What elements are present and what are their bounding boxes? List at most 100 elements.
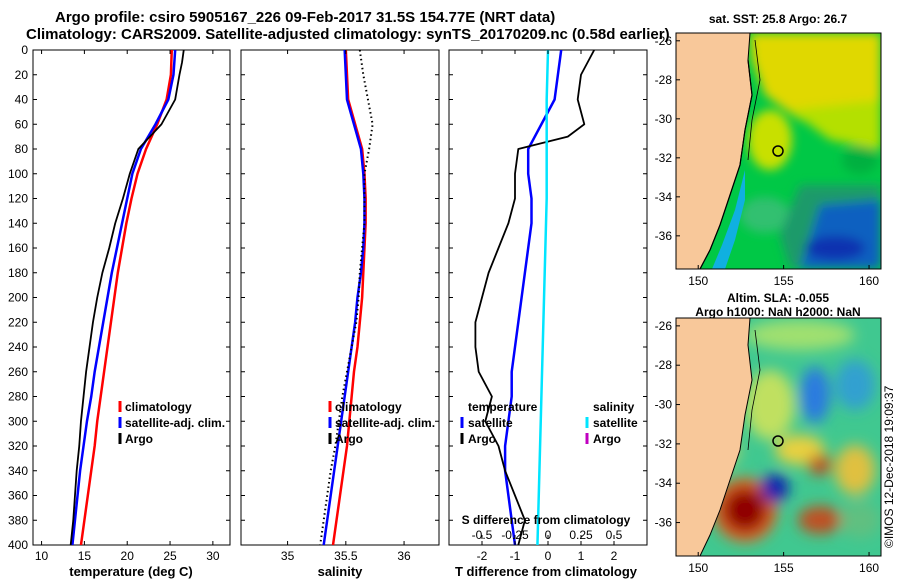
depth-tick-label: 380 — [8, 513, 28, 527]
sla-map-title-line1: Altim. SLA: -0.055 — [727, 291, 829, 305]
legend-t-argo: Argo — [468, 432, 496, 446]
x-tick-label: 30 — [206, 549, 220, 563]
sst-map — [676, 33, 881, 269]
s-axis-tick-label: -0.25 — [501, 528, 529, 542]
depth-tick-label: 180 — [8, 266, 28, 280]
map-lon-label: 160 — [859, 274, 879, 288]
legend-climatology-s: climatology — [335, 400, 402, 414]
map-lat-label: -32 — [655, 151, 673, 165]
temperature-xlabel: temperature (deg C) — [69, 564, 193, 579]
s-difference-label: S difference from climatology — [462, 513, 631, 527]
map-lat-label: -28 — [655, 358, 673, 372]
depth-tick-label: 320 — [8, 439, 28, 453]
figure-title-line2: Climatology: CARS2009. Satellite-adjuste… — [26, 26, 670, 43]
temperature-legend: climatology satellite-adj. clim. Argo — [118, 400, 225, 446]
depth-tick-label: 140 — [8, 216, 28, 230]
x-tick-label: 20 — [121, 549, 135, 563]
series-line-s-satellite — [536, 50, 550, 545]
legend-argo: Argo — [125, 432, 153, 446]
map-lat-label: -32 — [655, 437, 673, 451]
legend-climatology: climatology — [125, 400, 192, 414]
x-tick-label: 2 — [611, 549, 618, 563]
temperature-panel-frame — [32, 49, 231, 546]
salinity-legend: climatology satellite-adj. clim. Argo — [328, 400, 435, 446]
map-lat-label: -36 — [655, 229, 673, 243]
depth-tick-label: 400 — [8, 538, 28, 552]
depth-tick-label: 20 — [15, 68, 29, 82]
map-lat-label: -28 — [655, 73, 673, 87]
depth-tick-label: 40 — [15, 93, 29, 107]
legend-satellite-adj: satellite-adj. clim. — [125, 416, 225, 430]
map-lon-label: 155 — [774, 561, 794, 575]
difference-xlabel: T difference from climatology — [455, 564, 638, 579]
legend-temperature-header: temperature — [468, 400, 538, 414]
series-line-argo — [319, 50, 374, 545]
depth-tick-label: 60 — [15, 117, 29, 131]
series-line-t-argo — [474, 50, 595, 545]
x-tick-label: 1 — [578, 549, 585, 563]
map-lat-label: -26 — [655, 34, 673, 48]
s-axis-tick-label: 0.25 — [569, 528, 593, 542]
x-tick-label: 15 — [78, 549, 92, 563]
sla-map-title-line2: Argo h1000: NaN h2000: NaN — [695, 305, 860, 319]
map-lat-label: -30 — [655, 112, 673, 126]
x-tick-label: -2 — [477, 549, 488, 563]
map-lat-label: -34 — [655, 190, 673, 204]
map-lat-label: -36 — [655, 516, 673, 530]
legend-salinity-header: salinity — [593, 400, 635, 414]
sst-map-title: sat. SST: 25.8 Argo: 26.7 — [709, 12, 848, 26]
depth-tick-label: 240 — [8, 340, 28, 354]
x-tick-label: 36 — [397, 549, 411, 563]
series-line-climatology — [79, 50, 174, 545]
salinity-xlabel: salinity — [318, 564, 364, 579]
s-axis-tick-label: 0.5 — [606, 528, 623, 542]
legend-satellite-adj-s: satellite-adj. clim. — [335, 416, 435, 430]
map-lon-label: 155 — [774, 274, 794, 288]
x-tick-label: 10 — [35, 549, 49, 563]
series-line-satellite-adj-clim- — [322, 50, 366, 545]
depth-tick-label: 360 — [8, 489, 28, 503]
imos-credit: ©IMOS 12-Dec-2018 19:09:37 — [882, 385, 896, 548]
map-lon-label: 160 — [859, 561, 879, 575]
sst-argo-marker — [772, 145, 784, 157]
depth-tick-label: 340 — [8, 464, 28, 478]
difference-panel-frame — [448, 49, 648, 546]
depth-tick-label: 280 — [8, 390, 28, 404]
s-axis-tick-label: -0.5 — [472, 528, 493, 542]
series-line-satellite-adj-clim- — [71, 50, 177, 545]
figure-title-line1: Argo profile: csiro 5905167_226 09-Feb-2… — [55, 9, 556, 26]
series-line-climatology — [331, 50, 367, 545]
x-tick-label: 35.5 — [334, 549, 358, 563]
depth-tick-label: 0 — [21, 43, 28, 57]
sla-map-frame — [675, 317, 882, 557]
map-lat-label: -26 — [655, 319, 673, 333]
depth-tick-label: 160 — [8, 241, 28, 255]
series-line-t-satellite — [503, 50, 563, 545]
legend-s-argo: Argo — [593, 432, 621, 446]
legend-t-satellite: satellite — [468, 416, 513, 430]
sla-map — [676, 318, 881, 556]
legend-argo-s: Argo — [335, 432, 363, 446]
difference-legend: temperature satellite Argo salinity sate… — [460, 400, 638, 446]
map-lat-label: -34 — [655, 476, 673, 490]
map-lon-label: 150 — [688, 274, 708, 288]
series-line-argo — [69, 50, 185, 545]
map-lon-label: 150 — [688, 561, 708, 575]
x-tick-label: 25 — [163, 549, 177, 563]
depth-tick-label: 80 — [15, 142, 29, 156]
depth-tick-label: 300 — [8, 414, 28, 428]
x-tick-label: -1 — [510, 549, 521, 563]
sla-argo-marker — [772, 435, 784, 447]
depth-tick-label: 200 — [8, 291, 28, 305]
legend-s-satellite: satellite — [593, 416, 638, 430]
s-axis-tick-label: 0 — [545, 528, 552, 542]
depth-tick-label: 100 — [8, 167, 28, 181]
depth-tick-label: 220 — [8, 315, 28, 329]
map-lat-label: -30 — [655, 398, 673, 412]
x-tick-label: 35 — [281, 549, 295, 563]
sst-map-frame — [675, 32, 882, 270]
depth-tick-label: 120 — [8, 192, 28, 206]
x-tick-label: 0 — [545, 549, 552, 563]
depth-tick-label: 260 — [8, 365, 28, 379]
